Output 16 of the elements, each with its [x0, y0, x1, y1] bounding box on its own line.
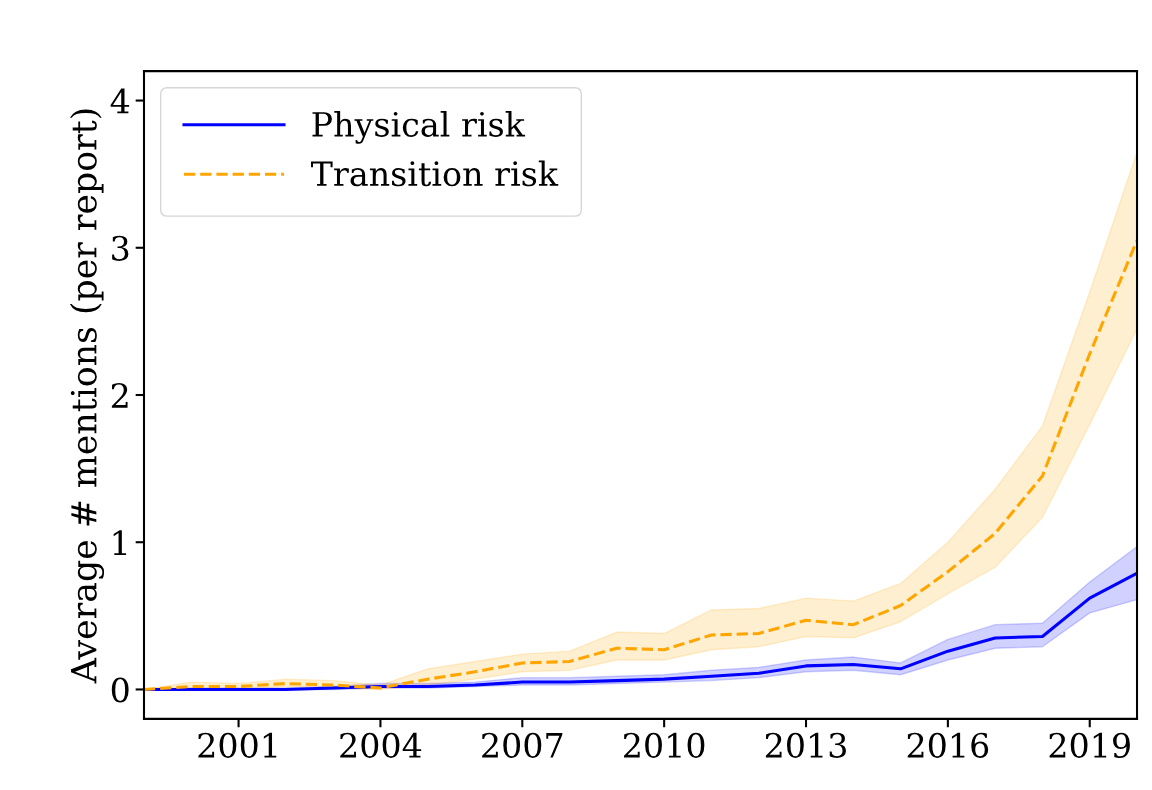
legend-label: Transition risk: [310, 160, 559, 187]
legend-label: Physical risk: [312, 111, 526, 144]
x-tick-label: 2016: [907, 732, 989, 758]
x-tick-label: 2019: [1049, 732, 1130, 758]
x-tick-label: 2013: [765, 732, 846, 758]
x-tick-label: 2007: [482, 732, 563, 758]
y-tick-label: 1: [113, 530, 127, 555]
y-tick-label: 3: [112, 235, 129, 261]
line-series: [144, 238, 1138, 691]
y-tick-label: 4: [110, 88, 130, 114]
x-tick-label: 2004: [340, 732, 422, 758]
y-tick-label: 0: [111, 677, 129, 703]
y-tick-label: 2: [111, 382, 128, 408]
x-tick-label: 2001: [198, 732, 277, 758]
x-tick-label: 2010: [624, 732, 705, 758]
y-axis-title: Average # mentions (per report): [69, 109, 105, 684]
